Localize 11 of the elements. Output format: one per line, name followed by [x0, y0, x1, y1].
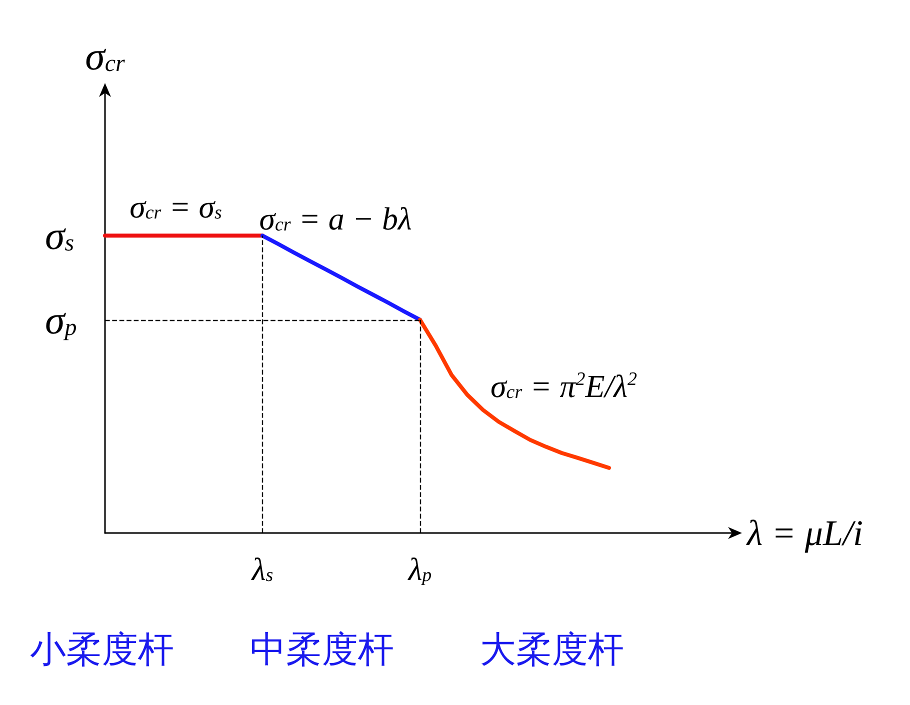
series-label: σcr = a − bλ: [259, 200, 412, 236]
text: σs: [45, 213, 74, 258]
series-label: σcr = σs: [130, 188, 222, 225]
text: 中柔度杆: [250, 630, 394, 670]
text: 大柔度杆: [480, 630, 624, 670]
text: 小柔度杆: [30, 630, 174, 670]
x-tick-label: λs: [250, 551, 274, 587]
y-axis-title: σcr: [85, 34, 126, 78]
x-axis-title: λ = μL/i: [746, 513, 863, 553]
x-tick-label: λp: [407, 551, 432, 587]
ref-line-label: σp: [45, 297, 77, 342]
